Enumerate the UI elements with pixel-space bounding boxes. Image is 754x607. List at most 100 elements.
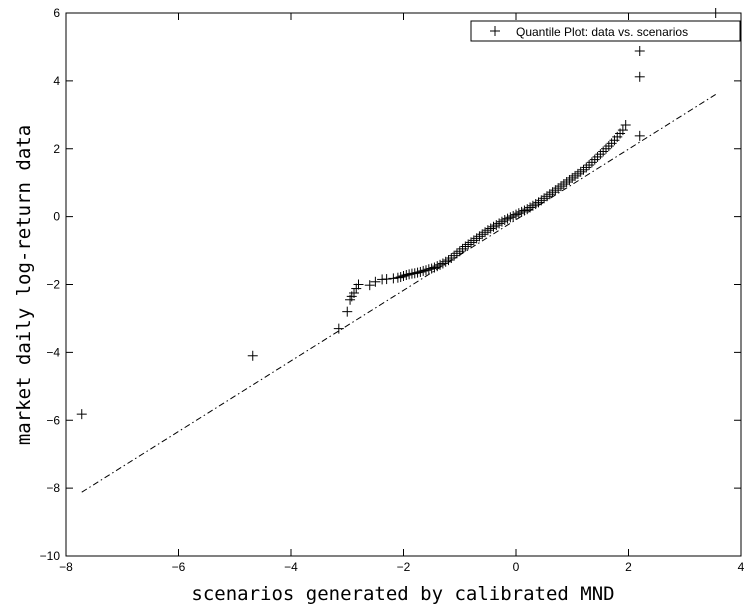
data-point xyxy=(429,262,440,273)
data-point xyxy=(364,280,375,291)
data-point xyxy=(511,209,521,220)
x-tick-label: −8 xyxy=(59,560,73,574)
data-point xyxy=(561,177,572,188)
data-point xyxy=(508,210,519,221)
data-point xyxy=(586,157,597,168)
data-point xyxy=(468,235,479,246)
data-point xyxy=(539,193,550,204)
data-point xyxy=(556,181,566,192)
data-point xyxy=(333,323,344,334)
data-point xyxy=(423,264,434,275)
y-tick-label: 4 xyxy=(53,74,60,88)
plot-frame xyxy=(65,12,742,557)
data-point xyxy=(522,204,533,215)
y-tick-label: −2 xyxy=(46,278,60,292)
data-point xyxy=(449,250,460,261)
x-axis-title: scenarios generated by calibrated MND xyxy=(191,583,614,605)
data-point xyxy=(634,46,645,57)
data-point xyxy=(446,253,457,264)
y-tick-label: 6 xyxy=(53,6,60,20)
data-point xyxy=(435,259,446,270)
data-point xyxy=(598,146,609,157)
data-point xyxy=(595,149,606,160)
data-point xyxy=(589,154,600,165)
data-point xyxy=(617,125,628,136)
data-point xyxy=(570,170,581,181)
data-point xyxy=(247,350,258,361)
data-point xyxy=(634,71,645,82)
y-tick-label: 0 xyxy=(53,210,60,224)
data-point xyxy=(443,255,454,266)
data-point xyxy=(463,239,474,250)
data-point xyxy=(404,269,415,280)
data-point xyxy=(505,212,516,223)
data-point xyxy=(620,119,631,130)
data-point xyxy=(351,283,362,294)
data-point xyxy=(516,206,527,217)
data-point xyxy=(541,191,552,202)
data-point xyxy=(471,233,482,244)
reference-line xyxy=(81,94,716,493)
data-point xyxy=(558,179,569,190)
data-point xyxy=(530,199,541,210)
data-point xyxy=(564,174,575,185)
data-point xyxy=(426,263,437,274)
data-point xyxy=(592,151,603,162)
data-point xyxy=(527,200,538,211)
x-tick-label: −2 xyxy=(397,560,411,574)
data-point xyxy=(572,168,583,179)
data-point xyxy=(401,269,412,280)
data-point xyxy=(513,208,524,219)
y-tick-label: −4 xyxy=(46,345,60,359)
data-point xyxy=(432,261,443,272)
data-point xyxy=(454,246,465,257)
x-tick-label: 0 xyxy=(513,560,520,574)
data-point xyxy=(421,265,431,276)
data-point xyxy=(457,243,468,254)
data-point xyxy=(388,273,399,284)
data-point xyxy=(536,195,547,206)
data-point xyxy=(477,229,488,240)
data-point xyxy=(553,183,564,194)
data-point xyxy=(578,164,589,175)
data-point xyxy=(581,162,592,173)
x-tick-label: 4 xyxy=(738,560,745,574)
data-point xyxy=(601,143,611,154)
data-point xyxy=(398,271,409,282)
series-layer xyxy=(76,8,721,493)
data-point xyxy=(370,276,381,287)
data-point xyxy=(466,237,476,248)
data-point xyxy=(525,202,536,213)
data-point xyxy=(353,279,364,290)
data-point xyxy=(494,218,505,229)
legend-marker xyxy=(490,26,500,36)
data-point xyxy=(567,172,578,183)
data-point xyxy=(392,272,403,283)
data-point xyxy=(460,241,471,252)
data-point xyxy=(76,409,87,420)
legend-label: Quantile Plot: data vs. scenarios xyxy=(516,25,688,39)
data-point xyxy=(491,220,502,231)
data-point xyxy=(482,225,493,236)
data-point xyxy=(603,141,614,152)
data-point xyxy=(349,287,359,298)
x-tick-label: −4 xyxy=(284,560,298,574)
data-point xyxy=(502,213,513,224)
data-point xyxy=(480,227,491,238)
data-point xyxy=(575,166,586,177)
x-tick-label: 2 xyxy=(625,560,632,574)
data-point xyxy=(544,189,555,200)
data-point xyxy=(395,272,406,283)
data-point xyxy=(496,216,507,227)
data-point xyxy=(474,231,485,242)
data-point xyxy=(381,274,392,285)
data-point xyxy=(533,197,544,208)
data-point xyxy=(412,267,423,278)
data-point xyxy=(488,221,499,232)
data-point xyxy=(634,130,645,141)
data-point xyxy=(437,258,448,269)
data-point xyxy=(584,160,595,171)
data-point xyxy=(418,265,429,276)
